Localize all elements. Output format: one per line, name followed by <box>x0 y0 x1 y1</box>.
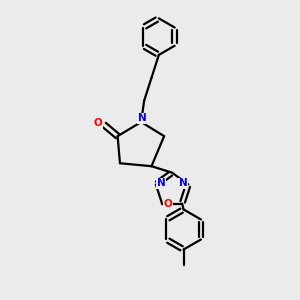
Text: N: N <box>157 178 166 188</box>
Text: N: N <box>138 113 147 124</box>
Text: N: N <box>179 178 188 188</box>
Text: O: O <box>94 118 103 128</box>
Text: O: O <box>164 199 172 208</box>
